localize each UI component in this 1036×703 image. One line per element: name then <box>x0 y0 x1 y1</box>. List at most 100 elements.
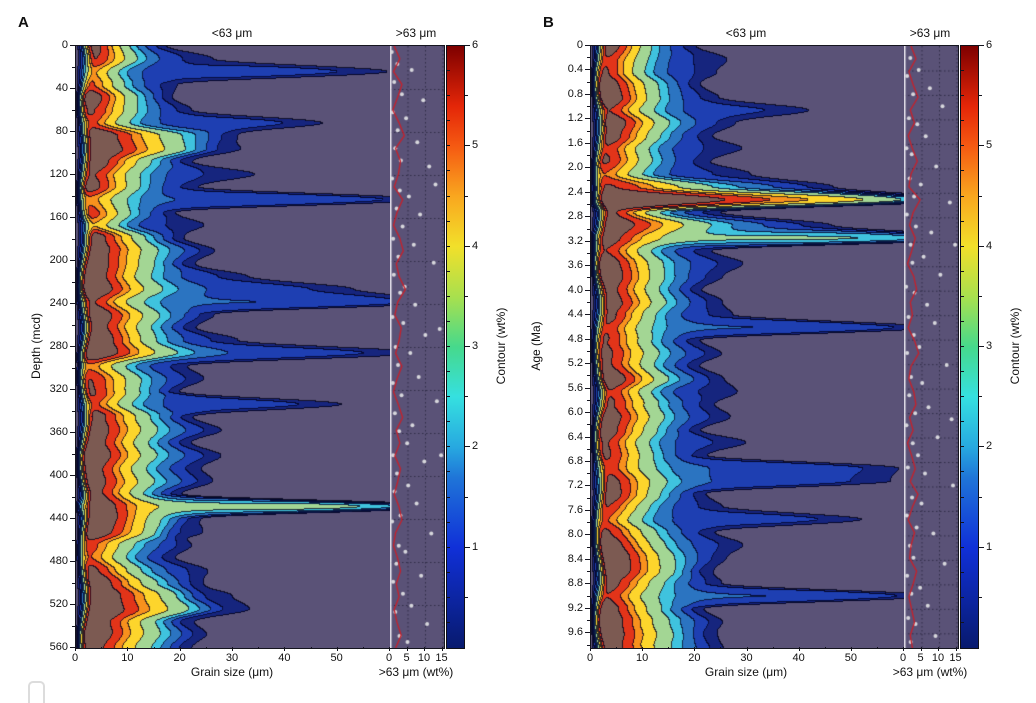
strip-tick <box>903 647 904 651</box>
y-minor-tick <box>587 155 590 157</box>
y-tick <box>70 45 75 46</box>
y-tick <box>70 303 75 304</box>
colorbar-half-tick <box>979 95 982 97</box>
strip-tick-label: 5 <box>403 652 410 664</box>
colorbar-minor-tick <box>447 571 450 573</box>
colorbar-tick <box>979 145 984 147</box>
y-tick <box>585 363 590 365</box>
y-minor-tick <box>72 281 75 283</box>
y-minor-tick <box>587 375 590 377</box>
y-tick-label: 3.6 <box>567 259 583 272</box>
strip-tick <box>441 647 443 651</box>
y-minor-tick <box>72 195 75 197</box>
y-tick <box>585 265 590 267</box>
strip-tick-label: 15 <box>435 652 448 664</box>
colorbar-tick-label: 6 <box>472 39 479 51</box>
colorbar-tick-label: 6 <box>986 39 993 51</box>
y-tick-label: 8.4 <box>567 552 583 565</box>
colorbar-minor-tick <box>961 421 964 423</box>
y-minor-tick <box>587 106 590 108</box>
colorbar-half-tick <box>465 195 468 197</box>
strip-tick-label: 10 <box>931 652 945 664</box>
y-tick-label: 9.6 <box>567 626 583 639</box>
y-minor-tick <box>587 473 590 475</box>
colorbar-minor-tick <box>961 220 964 222</box>
x-tick <box>179 647 181 651</box>
y-tick-label: 40 <box>55 82 68 94</box>
y-tick-label: 5.6 <box>567 381 583 394</box>
y-tick <box>585 289 590 291</box>
colorbar-half-tick <box>979 596 982 598</box>
panel-b-main-title: <63 μm <box>725 26 767 40</box>
y-tick-label: 2.4 <box>567 185 583 198</box>
colorbar-half-tick <box>979 295 982 297</box>
colorbar-tick-label: 4 <box>472 239 479 252</box>
y-minor-tick <box>72 109 75 111</box>
colorbar-tick <box>979 245 984 247</box>
strip-tick <box>920 647 922 651</box>
x-tick-label: 10 <box>121 652 134 664</box>
x-minor-tick <box>153 647 155 649</box>
colorbar-minor-tick <box>447 120 450 122</box>
colorbar-minor-tick <box>447 346 450 347</box>
colorbar-minor-tick <box>961 295 964 297</box>
colorbar-minor-tick <box>961 471 964 473</box>
y-minor-tick <box>72 453 75 455</box>
strip-tick <box>424 647 425 651</box>
y-tick-label: 240 <box>49 297 68 309</box>
y-tick <box>585 436 590 438</box>
y-tick <box>585 485 590 487</box>
colorbar-tick-label: 5 <box>986 139 993 152</box>
x-tick <box>798 647 800 651</box>
y-minor-tick <box>587 253 590 254</box>
x-tick-label: 0 <box>71 652 79 664</box>
colorbar-half-tick <box>465 295 468 297</box>
colorbar-minor-tick <box>447 220 450 222</box>
colorbar-minor-tick <box>961 596 964 598</box>
x-tick <box>746 647 748 651</box>
colorbar-minor-tick <box>961 320 964 322</box>
y-tick <box>585 69 590 71</box>
y-minor-tick <box>587 522 590 524</box>
colorbar-minor-tick <box>447 145 450 147</box>
y-tick-label: 6.4 <box>567 430 583 443</box>
y-tick-label: 9.2 <box>567 601 583 614</box>
x-minor-tick <box>772 647 774 649</box>
x-tick-label: 40 <box>278 652 291 664</box>
x-minor-tick <box>668 647 670 649</box>
panel-a-main-title: <63 μm <box>211 26 253 40</box>
screenshot-artifact <box>28 681 45 703</box>
y-tick <box>585 93 590 95</box>
y-minor-tick <box>587 571 590 573</box>
y-minor-tick <box>587 497 590 499</box>
colorbar-minor-tick <box>961 145 964 147</box>
colorbar-minor-tick <box>961 245 964 247</box>
colorbar-minor-tick <box>961 70 964 72</box>
y-minor-tick <box>72 582 75 584</box>
y-tick-label: 80 <box>55 125 68 137</box>
colorbar-tick-label: 5 <box>472 139 479 152</box>
colorbar-minor-tick <box>961 371 964 373</box>
y-tick <box>585 534 590 536</box>
x-tick <box>336 647 338 651</box>
y-tick <box>585 167 590 169</box>
colorbar-minor-tick <box>447 95 450 97</box>
colorbar-minor-tick <box>447 170 450 172</box>
y-tick <box>70 475 75 476</box>
x-tick <box>590 647 591 651</box>
strip-tick-label: 0 <box>899 652 907 664</box>
x-tick <box>850 647 852 651</box>
colorbar-half-tick <box>465 496 468 498</box>
x-tick-label: 30 <box>740 652 753 664</box>
panel-b-strip-axis-label: >63 μm (wt%) <box>892 665 968 679</box>
y-minor-tick <box>72 625 75 627</box>
y-tick-label: 6.0 <box>567 406 583 419</box>
y-minor-tick <box>587 424 590 426</box>
y-tick <box>585 558 590 560</box>
x-minor-tick <box>824 647 826 649</box>
colorbar-minor-tick <box>447 421 450 423</box>
strip-tick-label: 15 <box>949 652 962 664</box>
colorbar-minor-tick <box>447 245 450 247</box>
colorbar-minor-tick <box>447 521 450 523</box>
y-minor-tick <box>587 546 590 548</box>
